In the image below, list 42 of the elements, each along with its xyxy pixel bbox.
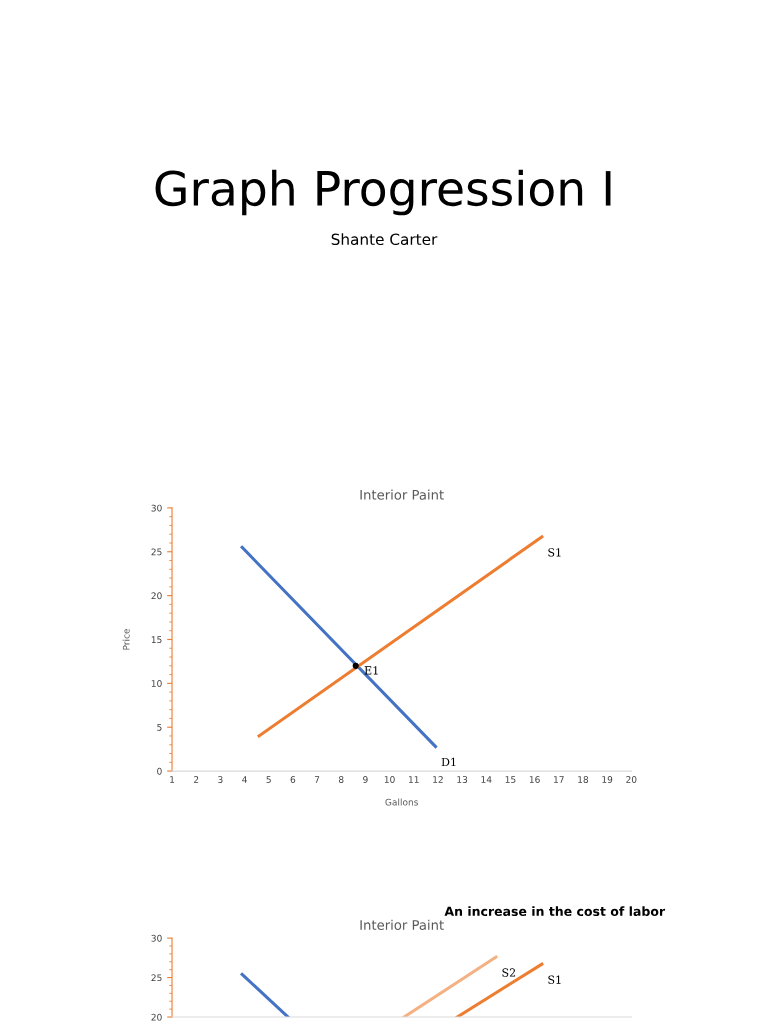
series-label: S1 — [548, 548, 561, 557]
y-tick-label: 20 — [151, 592, 162, 600]
text: Graph Progression I — [155, 169, 611, 216]
x-tick-label: 17 — [554, 776, 564, 783]
y-tick-label: 25 — [151, 548, 162, 556]
x-tick-label: 14 — [481, 776, 492, 783]
y-tick-label: 5 — [157, 724, 162, 731]
x-tick-label: 10 — [384, 776, 395, 783]
y-tick-label: 10 — [151, 680, 162, 687]
y-tick-label: 30 — [151, 934, 162, 942]
x-axis-title: Gallons — [385, 798, 418, 806]
series-label: S2 — [502, 968, 516, 977]
y-tick-label: 15 — [151, 636, 162, 644]
annotation: E1 — [364, 666, 378, 675]
text: An increase in the cost of labor — [444, 906, 666, 917]
series-label: S1 — [548, 975, 561, 984]
x-tick-label: 4 — [242, 776, 247, 783]
x-tick-label: 8 — [338, 776, 344, 783]
x-tick-label: 13 — [457, 776, 468, 783]
chart-title: Interior Paint — [360, 919, 444, 930]
x-tick-label: 16 — [529, 776, 540, 783]
x-tick-label: 18 — [578, 776, 589, 783]
x-tick-label: 7 — [314, 776, 320, 783]
y-tick-label: 0 — [157, 767, 162, 775]
y-tick-label: 25 — [151, 974, 162, 982]
x-tick-label: 19 — [602, 776, 613, 783]
x-tick-label: 12 — [433, 776, 443, 783]
series-label: D1 — [441, 757, 456, 767]
x-tick-label: 20 — [626, 776, 637, 783]
text: Shante Carter — [331, 233, 438, 246]
x-tick-label: 2 — [193, 776, 199, 783]
x-tick-label: 15 — [505, 776, 516, 783]
y-axis-title: Price — [122, 628, 130, 650]
x-tick-label: 3 — [218, 776, 223, 783]
chart-title: Interior Paint — [360, 489, 444, 500]
x-tick-label: 6 — [290, 776, 296, 783]
x-tick-label: 11 — [409, 776, 419, 783]
y-tick-label: 30 — [151, 504, 162, 512]
y-tick-label: 20 — [151, 1013, 162, 1021]
x-tick-label: 5 — [266, 776, 271, 783]
x-tick-label: 1 — [170, 776, 175, 783]
x-tick-label: 9 — [363, 776, 368, 783]
